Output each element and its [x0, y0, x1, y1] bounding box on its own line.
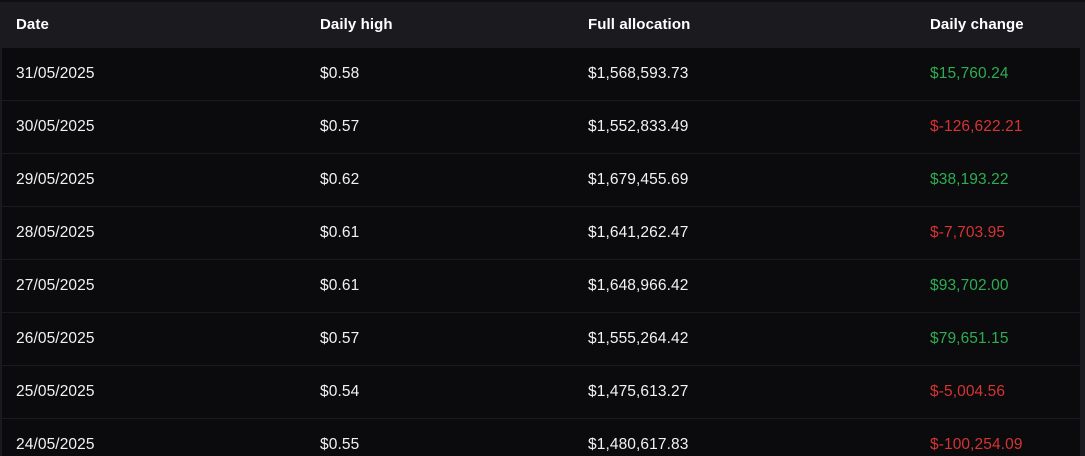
full-allocation-cell: $1,552,833.49: [588, 118, 689, 135]
full-allocation-cell: $1,480,617.83: [588, 436, 689, 453]
daily-high-cell: $0.61: [320, 277, 360, 294]
full-allocation-cell: $1,648,966.42: [588, 277, 689, 294]
column-header-date: Date: [16, 16, 49, 33]
date-cell: 24/05/2025: [16, 436, 95, 453]
table-header-row: Date Daily high Full allocation Daily ch…: [0, 2, 1085, 47]
daily-high-cell: $0.55: [320, 436, 360, 453]
column-header-daily-high: Daily high: [320, 16, 393, 33]
daily-change-cell: $-100,254.09: [930, 436, 1023, 453]
table-row: 30/05/2025 $0.57 $1,552,833.49 $-126,622…: [2, 101, 1080, 153]
full-allocation-cell: $1,555,264.42: [588, 330, 689, 347]
full-allocation-cell: $1,679,455.69: [588, 171, 689, 188]
daily-high-cell: $0.54: [320, 383, 360, 400]
column-header-daily-change: Daily change: [930, 16, 1024, 33]
table-row: 29/05/2025 $0.62 $1,679,455.69 $38,193.2…: [2, 154, 1080, 206]
daily-high-cell: $0.57: [320, 118, 360, 135]
date-cell: 29/05/2025: [16, 171, 95, 188]
daily-change-cell: $93,702.00: [930, 277, 1009, 294]
table-row: 27/05/2025 $0.61 $1,648,966.42 $93,702.0…: [2, 260, 1080, 312]
column-header-full-allocation: Full allocation: [588, 16, 691, 33]
table-body: 31/05/2025 $0.58 $1,568,593.73 $15,760.2…: [0, 48, 1085, 456]
date-cell: 25/05/2025: [16, 383, 95, 400]
daily-high-cell: $0.62: [320, 171, 360, 188]
daily-change-cell: $-7,703.95: [930, 224, 1006, 241]
daily-change-cell: $15,760.24: [930, 65, 1009, 82]
daily-change-cell: $-5,004.56: [930, 383, 1006, 400]
full-allocation-cell: $1,641,262.47: [588, 224, 689, 241]
date-cell: 30/05/2025: [16, 118, 95, 135]
table-row: 28/05/2025 $0.61 $1,641,262.47 $-7,703.9…: [2, 207, 1080, 259]
table-row: 31/05/2025 $0.58 $1,568,593.73 $15,760.2…: [2, 48, 1080, 100]
daily-high-cell: $0.57: [320, 330, 360, 347]
date-cell: 26/05/2025: [16, 330, 95, 347]
daily-high-cell: $0.58: [320, 65, 360, 82]
full-allocation-cell: $1,475,613.27: [588, 383, 689, 400]
full-allocation-cell: $1,568,593.73: [588, 65, 689, 82]
daily-change-cell: $-126,622.21: [930, 118, 1023, 135]
table-row: 24/05/2025 $0.55 $1,480,617.83 $-100,254…: [2, 419, 1080, 456]
table-row: 26/05/2025 $0.57 $1,555,264.42 $79,651.1…: [2, 313, 1080, 365]
table-row: 25/05/2025 $0.54 $1,475,613.27 $-5,004.5…: [2, 366, 1080, 418]
date-cell: 27/05/2025: [16, 277, 95, 294]
daily-high-cell: $0.61: [320, 224, 360, 241]
date-cell: 31/05/2025: [16, 65, 95, 82]
date-cell: 28/05/2025: [16, 224, 95, 241]
daily-change-cell: $79,651.15: [930, 330, 1009, 347]
daily-change-cell: $38,193.22: [930, 171, 1009, 188]
